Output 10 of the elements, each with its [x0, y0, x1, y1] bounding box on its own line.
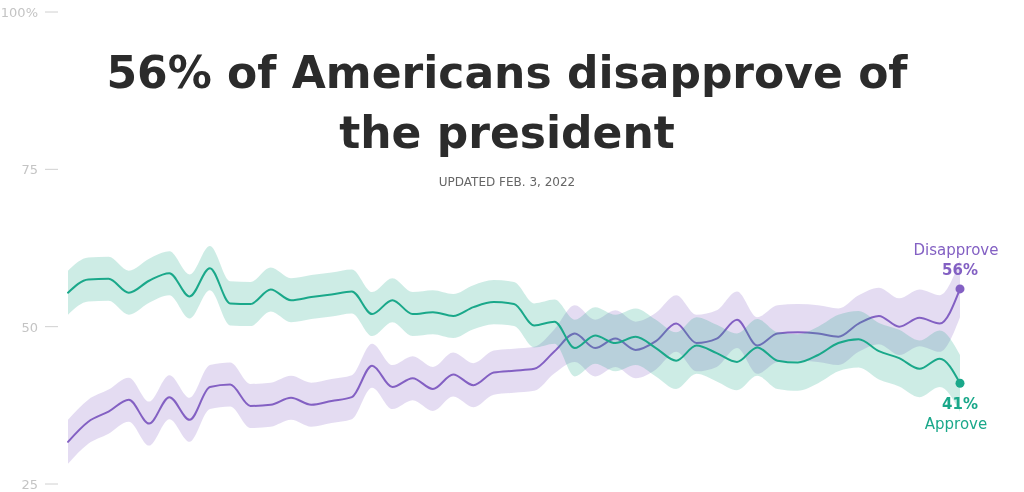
y-tick-label: 50	[21, 319, 38, 335]
text: Disapprove	[913, 240, 999, 259]
data-label: 41%	[942, 395, 978, 414]
data-label: 56%	[942, 260, 978, 279]
y-tick-label: 25	[21, 477, 38, 492]
text: Approve	[924, 415, 988, 434]
text: 56% of Americans disapprove of the president	[106, 47, 909, 158]
annotation: UPDATED FEB. 3, 2022	[438, 175, 576, 189]
y-tick-label: 100%	[0, 5, 38, 20]
y-tick-label: 75	[21, 162, 38, 178]
